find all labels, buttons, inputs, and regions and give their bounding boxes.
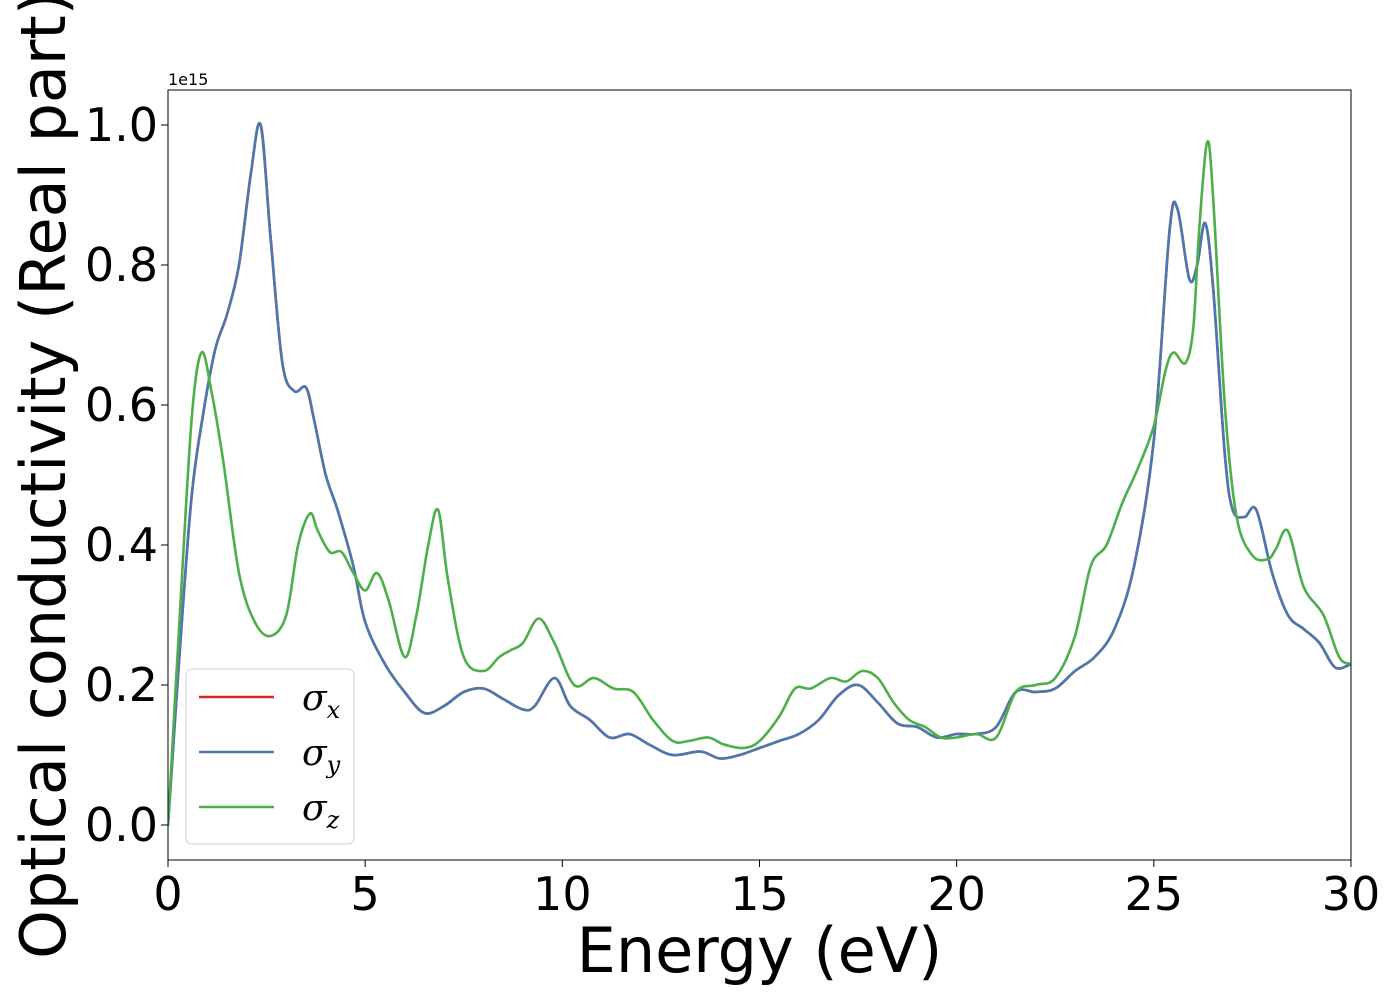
legend: σx σy σz (185, 668, 355, 845)
legend-entries: σx σy σz (199, 678, 341, 834)
x-axis-label: Energy (eV) (577, 914, 943, 987)
x-tick-label: 20 (927, 867, 986, 921)
series-line-z (168, 140, 1351, 827)
series-layer (168, 121, 1351, 827)
x-tick-label: 25 (1125, 867, 1184, 921)
legend-label-y: σy (302, 733, 341, 779)
x-tick-label: 30 (1322, 867, 1381, 921)
x-tick-label: 5 (351, 867, 380, 921)
y-tick-label: 0.2 (85, 658, 158, 712)
y-tick-label: 0.4 (85, 518, 158, 572)
x-tick-label: 15 (730, 867, 789, 921)
x-tick-label: 10 (533, 867, 592, 921)
legend-label-x: σx (302, 678, 341, 724)
legend-box (185, 668, 355, 845)
legend-label-z: σz (302, 788, 340, 834)
y-tick-label: 0.8 (85, 238, 158, 292)
y-tick-label: 1.0 (85, 98, 158, 152)
y-offset-label: 1e15 (168, 70, 208, 89)
y-axis-label: Optical conductivity (Real part) (7, 0, 80, 959)
x-tick-label: 0 (153, 867, 182, 921)
y-tick-label: 0.6 (85, 378, 158, 432)
ticks-layer: 0 5 10 15 20 25 30 0.0 0.2 0.4 0.6 0.8 1.0 (85, 98, 1380, 921)
y-tick-label: 0.0 (85, 798, 158, 852)
